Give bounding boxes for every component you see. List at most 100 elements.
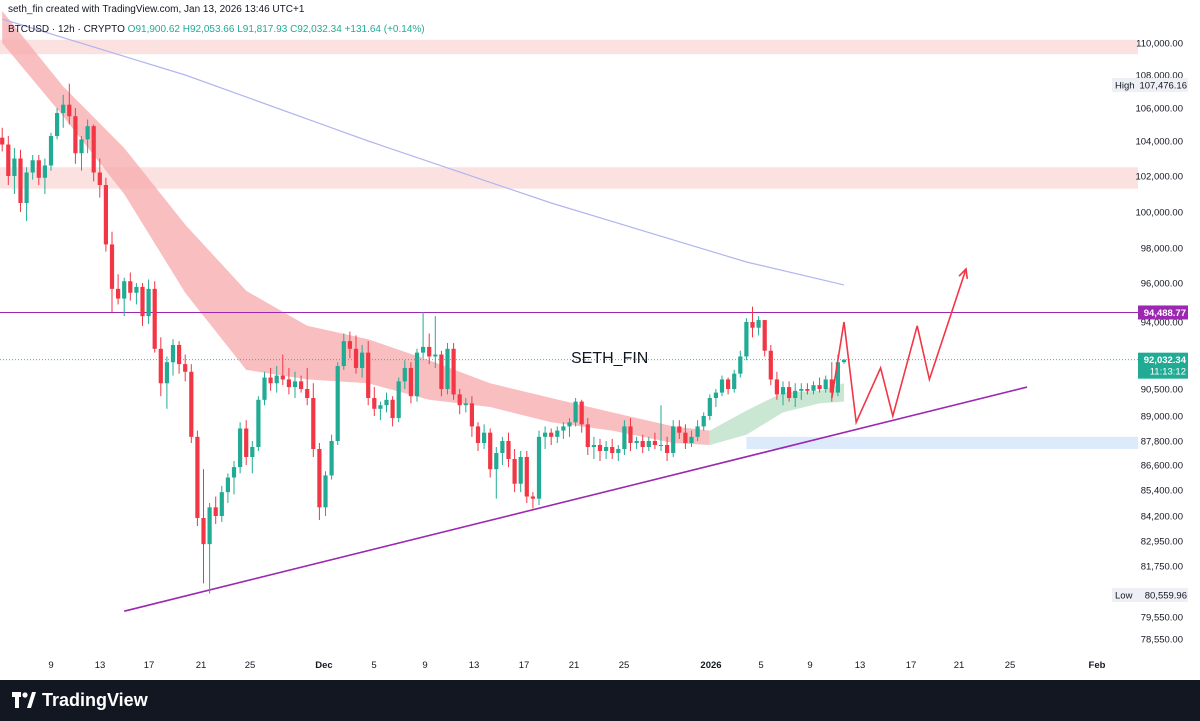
symbol-label[interactable]: BTCUSD · 12h · CRYPTO bbox=[8, 24, 125, 35]
candle-body-75 bbox=[457, 394, 462, 406]
candle-body-58 bbox=[353, 348, 359, 368]
candle-body-11 bbox=[67, 104, 72, 117]
candle-body-86 bbox=[524, 457, 529, 497]
candle-body-18 bbox=[109, 244, 115, 289]
y-tick-label-17: 79,550.00 bbox=[1141, 613, 1183, 624]
candle-body-51 bbox=[311, 398, 316, 449]
candle-body-120 bbox=[732, 373, 737, 389]
candle-body-15 bbox=[91, 126, 96, 173]
candle-body-12 bbox=[73, 116, 78, 154]
x-tick-label-3: 21 bbox=[196, 660, 207, 671]
candle-body-45 bbox=[274, 375, 279, 384]
candle-body-64 bbox=[390, 399, 395, 419]
candle-body-2 bbox=[12, 158, 17, 176]
candle-body-43 bbox=[262, 377, 267, 400]
candle-body-16 bbox=[97, 172, 102, 185]
x-tick-label-6: 5 bbox=[371, 660, 376, 671]
candle-body-96 bbox=[585, 424, 590, 447]
candle-body-22 bbox=[134, 286, 139, 293]
candle-body-118 bbox=[719, 379, 725, 393]
candle-body-71 bbox=[433, 354, 438, 357]
candle-body-129 bbox=[787, 387, 792, 398]
chart-area[interactable]: SETH_FIN 110,000.00 108,000.00 106,000.00 10… bbox=[0, 0, 1200, 680]
candle-body-59 bbox=[360, 352, 365, 368]
candle-body-114 bbox=[695, 426, 700, 437]
candle-body-55 bbox=[335, 366, 340, 441]
candle-body-84 bbox=[512, 459, 517, 484]
candle-body-121 bbox=[738, 356, 743, 374]
candle-body-1 bbox=[6, 144, 11, 176]
candle-body-83 bbox=[506, 441, 511, 459]
y-tick-label-0: 110,000.00 bbox=[1136, 39, 1183, 50]
candle-body-65 bbox=[396, 381, 401, 419]
candle-body-95 bbox=[579, 401, 584, 425]
candle-body-60 bbox=[366, 352, 371, 398]
high-label-value: 107,476.16 bbox=[1139, 81, 1187, 92]
candle-body-39 bbox=[238, 428, 243, 468]
candle-body-37 bbox=[225, 477, 230, 493]
candle-body-35 bbox=[213, 507, 218, 516]
ohlc-change: +131.64 (+0.14%) bbox=[344, 24, 425, 35]
x-tick-label-9: 17 bbox=[519, 660, 530, 671]
candle-body-102 bbox=[622, 426, 627, 449]
resistance-price-label: 94,488.77 bbox=[1144, 308, 1186, 319]
low-label-tag: Low bbox=[1115, 591, 1133, 602]
last-price-label: 92,032.34 bbox=[1144, 355, 1187, 366]
ohlc-high: H92,053.66 bbox=[182, 24, 235, 35]
candle-body-82 bbox=[500, 441, 505, 453]
resistance-price-box bbox=[1138, 305, 1188, 320]
candle-body-29 bbox=[177, 344, 182, 365]
candle-body-28 bbox=[170, 344, 176, 363]
candle-body-38 bbox=[231, 467, 237, 478]
price-chart[interactable]: SETH_FIN 110,000.00 108,000.00 106,000.00 10… bbox=[0, 0, 1200, 680]
candle-body-9 bbox=[55, 112, 60, 137]
y-tick-label-7: 96,000.00 bbox=[1141, 279, 1183, 290]
candle-body-25 bbox=[152, 288, 157, 349]
candle-body-131 bbox=[799, 389, 804, 391]
candle-body-123 bbox=[750, 322, 755, 328]
y-tick-label-16: 81,750.00 bbox=[1141, 562, 1183, 573]
candle-body-4 bbox=[24, 172, 29, 203]
candle-body-68 bbox=[414, 352, 420, 397]
ohlc-open: O91,900.62 bbox=[127, 24, 180, 35]
ohlc-low: L91,817.93 bbox=[237, 24, 288, 35]
candle-body-94 bbox=[573, 401, 578, 423]
candle-body-113 bbox=[689, 436, 694, 443]
candle-body-14 bbox=[85, 126, 90, 140]
x-tick-label-18: 25 bbox=[1005, 660, 1016, 671]
x-tick-label-12: 2026 bbox=[700, 660, 721, 671]
candle-body-56 bbox=[341, 341, 346, 367]
last-price-box bbox=[1138, 352, 1188, 379]
candle-body-50 bbox=[305, 389, 310, 398]
candle-body-27 bbox=[164, 362, 169, 384]
candle-body-74 bbox=[451, 348, 456, 395]
high-label-box bbox=[1112, 78, 1188, 92]
candle-body-69 bbox=[421, 346, 426, 353]
y-tick-label-4: 102,000.00 bbox=[1135, 172, 1183, 183]
candle-body-137 bbox=[835, 362, 840, 393]
candle-body-134 bbox=[817, 385, 822, 389]
candle-body-136 bbox=[829, 379, 834, 393]
candle-body-70 bbox=[427, 346, 432, 357]
y-tick-label-10: 89,000.00 bbox=[1141, 412, 1183, 423]
y-tick-label-8: 94,000.00 bbox=[1141, 318, 1183, 329]
candle-body-73 bbox=[445, 348, 450, 389]
tradingview-logo[interactable]: TradingView bbox=[12, 689, 148, 711]
candle-body-78 bbox=[475, 426, 481, 443]
ascending-trendline bbox=[124, 386, 1028, 612]
candle-body-125 bbox=[762, 320, 767, 351]
candle-body-62 bbox=[378, 405, 383, 409]
y-tick-label-6: 98,000.00 bbox=[1141, 244, 1183, 255]
x-tick-label-1: 13 bbox=[95, 660, 106, 671]
candle-body-111 bbox=[677, 426, 682, 433]
y-tick-label-12: 86,600.00 bbox=[1141, 461, 1183, 472]
candle-body-52 bbox=[317, 449, 322, 508]
candle-body-8 bbox=[48, 136, 54, 166]
candle-body-81 bbox=[494, 453, 499, 470]
candle-body-77 bbox=[469, 403, 474, 427]
candle-body-98 bbox=[597, 445, 603, 451]
candle-body-87 bbox=[530, 496, 535, 499]
candle-body-19 bbox=[116, 288, 121, 299]
candle-body-21 bbox=[128, 281, 133, 293]
